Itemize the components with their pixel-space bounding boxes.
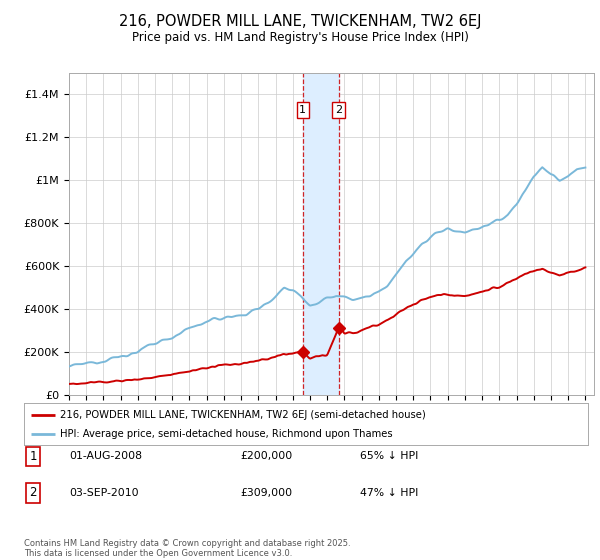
Text: £309,000: £309,000 <box>240 488 292 498</box>
Text: 2: 2 <box>335 105 343 115</box>
Text: 1: 1 <box>29 450 37 463</box>
Text: Price paid vs. HM Land Registry's House Price Index (HPI): Price paid vs. HM Land Registry's House … <box>131 31 469 44</box>
Text: 1: 1 <box>299 105 307 115</box>
Text: 2: 2 <box>29 486 37 500</box>
Text: £200,000: £200,000 <box>240 451 292 461</box>
Text: 01-AUG-2008: 01-AUG-2008 <box>69 451 142 461</box>
Text: 03-SEP-2010: 03-SEP-2010 <box>69 488 139 498</box>
Text: 216, POWDER MILL LANE, TWICKENHAM, TW2 6EJ (semi-detached house): 216, POWDER MILL LANE, TWICKENHAM, TW2 6… <box>59 409 425 419</box>
Text: Contains HM Land Registry data © Crown copyright and database right 2025.
This d: Contains HM Land Registry data © Crown c… <box>24 539 350 558</box>
Text: 65% ↓ HPI: 65% ↓ HPI <box>360 451 418 461</box>
Bar <box>303 73 339 395</box>
Text: 216, POWDER MILL LANE, TWICKENHAM, TW2 6EJ: 216, POWDER MILL LANE, TWICKENHAM, TW2 6… <box>119 14 481 29</box>
Text: 47% ↓ HPI: 47% ↓ HPI <box>360 488 418 498</box>
Text: HPI: Average price, semi-detached house, Richmond upon Thames: HPI: Average price, semi-detached house,… <box>59 429 392 439</box>
